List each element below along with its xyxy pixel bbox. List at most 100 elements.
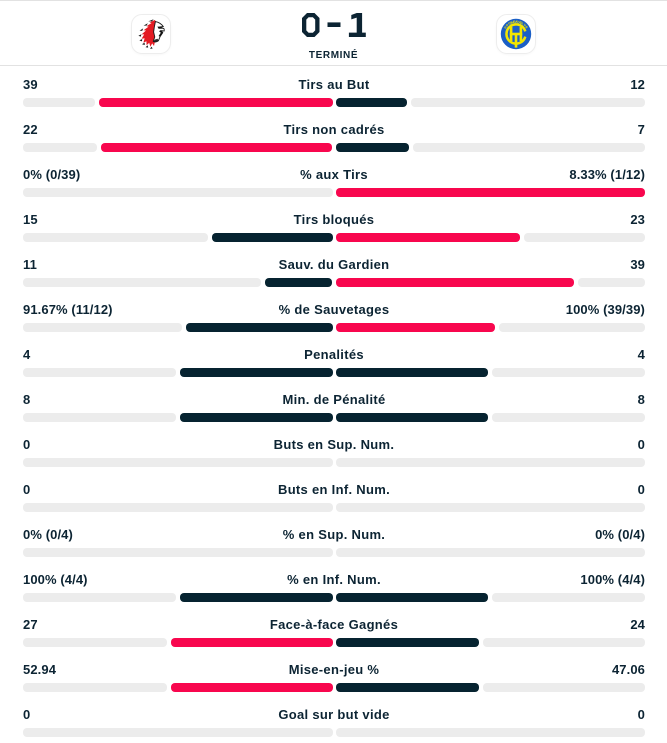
stat-bar-track xyxy=(23,233,645,242)
stat-bar-track xyxy=(23,593,645,602)
stat-row: 0 Goal sur but vide 0 xyxy=(0,696,667,741)
stat-labels: 8 Min. de Pénalité 8 xyxy=(23,393,645,407)
left-bar-track xyxy=(23,683,167,692)
away-stat-value: 0 xyxy=(637,707,645,722)
away-stat-value: 24 xyxy=(630,617,645,632)
left-bar-track xyxy=(23,728,333,737)
home-stat-value: 0% (0/39) xyxy=(23,167,81,182)
right-bar-fill xyxy=(335,413,489,422)
right-bar-fill xyxy=(335,638,480,647)
stat-row: 0% (0/39) % aux Tirs 8.33% (1/12) xyxy=(0,156,667,201)
away-stat-value: 0% (0/4) xyxy=(595,527,645,542)
away-stat-value: 8.33% (1/12) xyxy=(569,167,645,182)
stat-bar-track xyxy=(23,188,645,197)
home-stat-value: 91.67% (11/12) xyxy=(23,302,113,317)
stat-bar-track xyxy=(23,548,645,557)
left-bar-fill xyxy=(98,98,333,107)
left-bar-track xyxy=(23,278,262,287)
right-bar-half xyxy=(335,188,645,197)
away-stat-value: 8 xyxy=(637,392,645,407)
right-bar-half xyxy=(335,143,646,152)
stat-bar-track xyxy=(23,98,645,107)
left-bar-track xyxy=(23,233,208,242)
left-bar-track xyxy=(23,188,333,197)
stat-name-label: Face-à-face Gagnés xyxy=(269,617,399,632)
stat-bar-track xyxy=(23,413,645,422)
right-bar-track xyxy=(577,278,645,287)
right-bar-half xyxy=(335,683,645,692)
home-stat-value: 52.94 xyxy=(23,662,57,677)
away-stat-value: 0 xyxy=(637,437,645,452)
home-stat-value: 0% (0/4) xyxy=(23,527,73,542)
stat-bar-track xyxy=(23,323,645,332)
right-bar-half xyxy=(335,458,645,467)
left-bar-track xyxy=(23,98,95,107)
left-bar-track xyxy=(23,458,333,467)
away-stat-value: 12 xyxy=(630,77,645,92)
home-team-logo-card[interactable] xyxy=(131,14,171,54)
right-bar-fill xyxy=(335,278,574,287)
left-bar-fill xyxy=(100,143,333,152)
left-bar-half xyxy=(23,458,333,467)
away-team-logo-card[interactable]: HOCKEY CLUB DAVOS xyxy=(496,14,536,54)
right-bar-track xyxy=(492,413,645,422)
right-bar-half xyxy=(335,368,645,377)
stat-name-label: Min. de Pénalité xyxy=(282,392,386,407)
stat-labels: 11 Sauv. du Gardien 39 xyxy=(23,258,645,272)
home-stat-value: 27 xyxy=(23,617,38,632)
stat-name-label: Tirs bloqués xyxy=(293,212,375,227)
stat-row: 0 Buts en Inf. Num. 0 xyxy=(0,471,667,516)
right-bar-track xyxy=(524,233,645,242)
stat-labels: 0% (0/4) % en Sup. Num. 0% (0/4) xyxy=(23,528,645,542)
stat-row: 39 Tirs au But 12 xyxy=(0,66,667,111)
home-stat-value: 39 xyxy=(23,77,38,92)
left-bar-track xyxy=(23,413,176,422)
stat-row: 0% (0/4) % en Sup. Num. 0% (0/4) xyxy=(0,516,667,561)
left-bar-half xyxy=(23,593,333,602)
away-stat-value: 23 xyxy=(630,212,645,227)
home-stat-value: 4 xyxy=(23,347,31,362)
stat-labels: 91.67% (11/12) % de Sauvetages 100% (39/39… xyxy=(23,303,645,317)
right-bar-track xyxy=(335,548,645,557)
away-stat-value: 39 xyxy=(630,257,645,272)
stat-bar-track xyxy=(23,368,645,377)
stat-bar-track xyxy=(23,728,645,737)
left-bar-fill xyxy=(170,683,333,692)
left-bar-half xyxy=(23,728,333,737)
right-bar-track xyxy=(335,503,645,512)
right-bar-fill xyxy=(335,323,495,332)
right-bar-fill xyxy=(335,368,489,377)
stat-row: 15 Tirs bloqués 23 xyxy=(0,201,667,246)
right-bar-track xyxy=(492,368,645,377)
right-bar-half xyxy=(335,503,645,512)
stat-name-label: % aux Tirs xyxy=(300,167,368,182)
right-bar-half xyxy=(335,98,645,107)
left-bar-half xyxy=(23,188,333,197)
home-stat-value: 22 xyxy=(23,122,38,137)
stat-name-label: Buts en Sup. Num. xyxy=(273,437,395,452)
left-bar-half xyxy=(23,638,333,647)
right-bar-track xyxy=(413,143,645,152)
stat-row: 0 Buts en Sup. Num. 0 xyxy=(0,426,667,471)
svg-text:DAVOS: DAVOS xyxy=(509,20,523,26)
stat-bar-track xyxy=(23,458,645,467)
right-bar-half xyxy=(335,638,645,647)
stat-labels: 0 Buts en Sup. Num. 0 xyxy=(23,438,645,452)
match-status: TERMINÉ xyxy=(308,50,359,61)
right-bar-track xyxy=(411,98,645,107)
stat-bar-track xyxy=(23,638,645,647)
stat-name-label: Penalités xyxy=(304,347,364,362)
right-bar-track xyxy=(335,728,645,737)
stat-labels: 0 Buts en Inf. Num. 0 xyxy=(23,483,645,497)
right-bar-fill xyxy=(335,188,645,197)
stat-labels: 22 Tirs non cadrés 7 xyxy=(23,123,645,137)
stat-labels: 0 Goal sur but vide 0 xyxy=(23,708,645,722)
stat-row: 52.94 Mise-en-jeu % 47.06 xyxy=(0,651,667,696)
away-stat-value: 47.06 xyxy=(611,662,645,677)
stat-name-label: Tirs au But xyxy=(298,77,370,92)
score-box: TERMINÉ xyxy=(0,13,667,61)
left-bar-half xyxy=(23,413,333,422)
left-bar-half xyxy=(23,503,333,512)
right-bar-fill xyxy=(335,593,489,602)
